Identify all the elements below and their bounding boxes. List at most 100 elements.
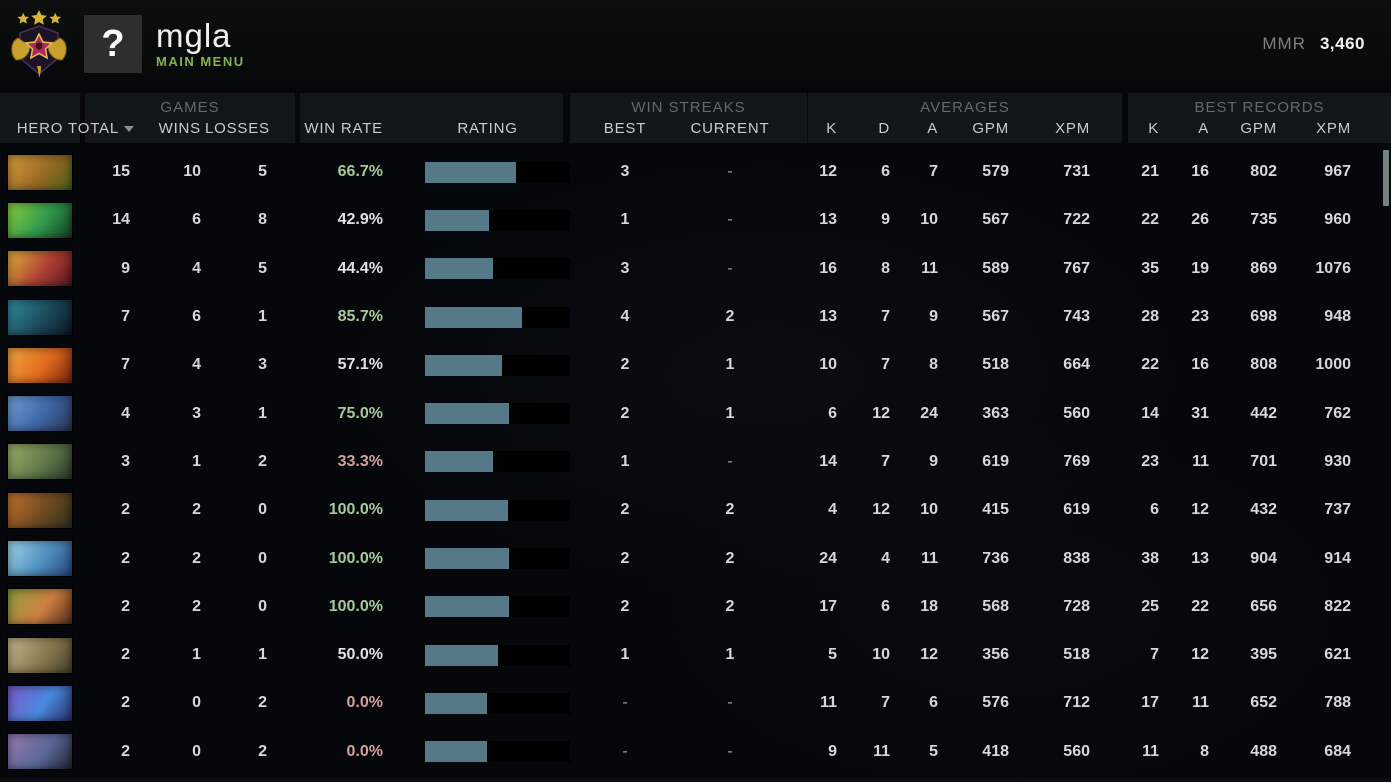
col-header-rating[interactable]: RATING bbox=[457, 119, 518, 137]
hero-portrait[interactable] bbox=[7, 588, 73, 626]
col-header-record-xpm[interactable]: XPM bbox=[1316, 119, 1351, 137]
cell-avg-gpm: 567 bbox=[982, 211, 1009, 229]
hero-portrait[interactable] bbox=[7, 491, 73, 529]
cell-record-xpm: 788 bbox=[1324, 694, 1351, 712]
cell-record-assists: 11 bbox=[1192, 452, 1209, 470]
cell-avg-deaths: 7 bbox=[881, 694, 890, 712]
scrollbar-thumb[interactable] bbox=[1383, 150, 1389, 206]
hero-portrait[interactable] bbox=[7, 540, 73, 578]
cell-best-streak: 3 bbox=[620, 163, 630, 181]
cell-record-assists: 12 bbox=[1191, 646, 1209, 664]
table-row[interactable]: 14 6 8 42.9% 1 - 13 9 10 567 722 22 26 7… bbox=[0, 196, 1391, 244]
rating-bar-fill bbox=[425, 548, 510, 570]
col-header-gpm[interactable]: GPM bbox=[972, 119, 1009, 137]
rating-bar-fill bbox=[425, 692, 488, 714]
col-header-wins[interactable]: WINS bbox=[158, 119, 201, 137]
cell-current-streak: - bbox=[727, 259, 733, 277]
cell-record-gpm: 701 bbox=[1250, 452, 1277, 470]
hero-portrait[interactable] bbox=[7, 153, 73, 191]
cell-total: 9 bbox=[121, 259, 130, 277]
cell-best-streak: - bbox=[622, 742, 628, 760]
main-menu-link[interactable]: MAIN MENU bbox=[156, 54, 245, 70]
hero-portrait[interactable] bbox=[7, 733, 73, 771]
rating-bar-fill bbox=[425, 209, 489, 231]
chevron-down-icon bbox=[124, 126, 134, 132]
table-row[interactable]: 7 4 3 57.1% 2 1 10 7 8 518 664 22 16 808… bbox=[0, 341, 1391, 389]
cell-avg-assists: 18 bbox=[920, 597, 938, 615]
hero-portrait[interactable] bbox=[7, 443, 73, 481]
table-row[interactable]: 7 6 1 85.7% 4 2 13 7 9 567 743 28 23 698… bbox=[0, 293, 1391, 341]
table-row[interactable]: 2 1 1 50.0% 1 1 5 10 12 356 518 7 12 395… bbox=[0, 631, 1391, 679]
cell-win-rate: 50.0% bbox=[337, 646, 383, 664]
cell-record-kills: 21 bbox=[1141, 163, 1159, 181]
bestrecords-header-panel bbox=[1128, 93, 1391, 143]
cell-losses: 2 bbox=[258, 452, 267, 470]
cell-win-rate: 100.0% bbox=[328, 501, 383, 519]
cell-win-rate: 57.1% bbox=[337, 356, 383, 374]
col-header-losses[interactable]: LOSSES bbox=[205, 119, 270, 137]
rating-bar-fill bbox=[425, 306, 523, 328]
col-header-best[interactable]: BEST bbox=[603, 119, 647, 137]
cell-avg-kills: 24 bbox=[819, 549, 837, 567]
rating-bar-fill bbox=[425, 354, 502, 376]
table-row[interactable]: 4 3 1 75.0% 2 1 6 12 24 363 560 14 31 44… bbox=[0, 389, 1391, 437]
table-row[interactable]: 2 2 0 100.0% 2 2 4 12 10 415 619 6 12 43… bbox=[0, 486, 1391, 534]
cell-best-streak: 2 bbox=[620, 597, 630, 615]
cell-record-xpm: 960 bbox=[1324, 211, 1351, 229]
table-row[interactable]: 3 1 2 33.3% 1 - 14 7 9 619 769 23 11 701… bbox=[0, 438, 1391, 486]
rating-bar-fill bbox=[425, 499, 508, 521]
winrate-header-panel bbox=[300, 93, 563, 143]
rating-bar-fill bbox=[425, 596, 510, 618]
cell-win-rate: 85.7% bbox=[337, 308, 383, 326]
rating-bar bbox=[425, 644, 570, 666]
rating-bar-fill bbox=[425, 161, 517, 183]
hero-portrait[interactable] bbox=[7, 201, 73, 239]
cell-best-streak: - bbox=[622, 694, 628, 712]
cell-record-kills: 25 bbox=[1141, 597, 1159, 615]
cell-avg-deaths: 7 bbox=[881, 452, 890, 470]
col-header-kills[interactable]: K bbox=[826, 119, 837, 137]
cell-total: 2 bbox=[121, 501, 130, 519]
hero-portrait[interactable] bbox=[7, 684, 73, 722]
cell-record-gpm: 395 bbox=[1250, 646, 1277, 664]
table-row[interactable]: 2 0 2 0.0% - - 11 7 6 576 712 17 11 652 … bbox=[0, 679, 1391, 727]
cell-avg-xpm: 731 bbox=[1063, 163, 1090, 181]
col-header-deaths[interactable]: D bbox=[878, 119, 890, 137]
col-header-xpm[interactable]: XPM bbox=[1055, 119, 1090, 137]
col-header-assists[interactable]: A bbox=[927, 119, 938, 137]
rating-bar-fill bbox=[425, 741, 488, 763]
table-row[interactable]: 2 2 0 100.0% 2 2 24 4 11 736 838 38 13 9… bbox=[0, 534, 1391, 582]
cell-wins: 6 bbox=[192, 211, 201, 229]
cell-losses: 0 bbox=[258, 501, 267, 519]
table-row[interactable]: 2 0 2 0.0% - - 9 11 5 418 560 11 8 488 6… bbox=[0, 728, 1391, 776]
col-header-hero[interactable]: HERO bbox=[16, 119, 64, 137]
cell-avg-gpm: 415 bbox=[982, 501, 1009, 519]
cell-avg-kills: 6 bbox=[828, 404, 837, 422]
col-header-record-assists[interactable]: A bbox=[1198, 119, 1209, 137]
col-header-win-rate[interactable]: WIN RATE bbox=[304, 119, 383, 137]
col-header-record-kills[interactable]: K bbox=[1148, 119, 1159, 137]
hero-portrait[interactable] bbox=[7, 298, 73, 336]
rating-bar-fill bbox=[425, 644, 498, 666]
cell-record-gpm: 656 bbox=[1250, 597, 1277, 615]
col-header-total[interactable]: TOTAL bbox=[68, 120, 134, 137]
cell-record-kills: 22 bbox=[1141, 211, 1159, 229]
cell-win-rate: 44.4% bbox=[337, 259, 383, 277]
rating-bar bbox=[425, 451, 570, 473]
cell-total: 4 bbox=[121, 404, 130, 422]
cell-avg-gpm: 589 bbox=[982, 259, 1009, 277]
hero-portrait[interactable] bbox=[7, 346, 73, 384]
cell-avg-deaths: 11 bbox=[873, 742, 890, 760]
col-header-current[interactable]: CURRENT bbox=[690, 119, 770, 137]
cell-avg-assists: 12 bbox=[920, 646, 938, 664]
col-header-record-gpm[interactable]: GPM bbox=[1240, 119, 1277, 137]
hero-portrait[interactable] bbox=[7, 636, 73, 674]
hero-portrait[interactable] bbox=[7, 250, 73, 288]
cell-record-kills: 38 bbox=[1141, 549, 1159, 567]
hero-portrait[interactable] bbox=[7, 395, 73, 433]
table-row[interactable]: 2 2 0 100.0% 2 2 17 6 18 568 728 25 22 6… bbox=[0, 583, 1391, 631]
table-row[interactable]: 9 4 5 44.4% 3 - 16 8 11 589 767 35 19 86… bbox=[0, 245, 1391, 293]
cell-total: 2 bbox=[121, 742, 130, 760]
table-row[interactable]: 15 10 5 66.7% 3 - 12 6 7 579 731 21 16 8… bbox=[0, 148, 1391, 196]
player-avatar[interactable]: ? bbox=[84, 15, 142, 73]
